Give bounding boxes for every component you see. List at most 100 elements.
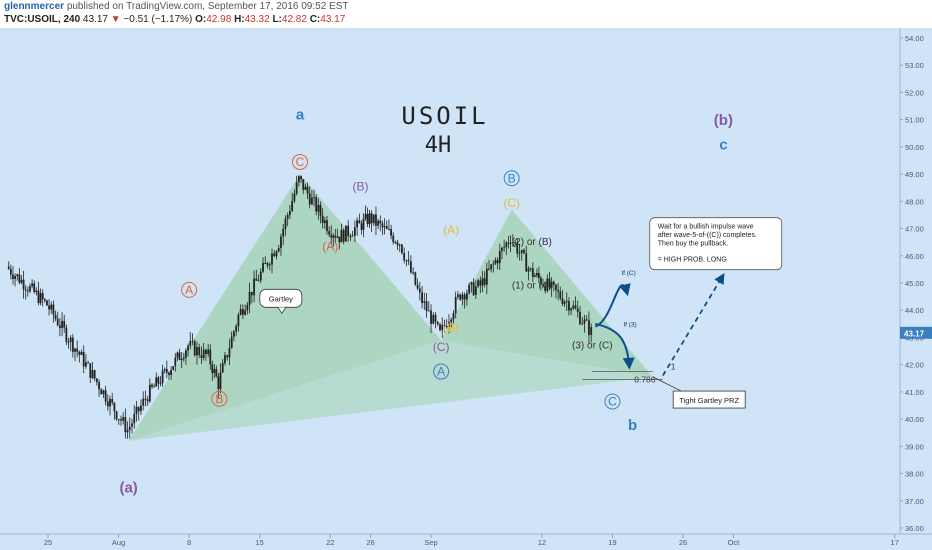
time-tick-label: Aug — [112, 538, 125, 547]
gartley-triangle-xbd — [128, 340, 653, 441]
candle-body — [330, 234, 333, 238]
candle-body — [58, 325, 61, 329]
candle-body — [43, 299, 46, 301]
wave-label: (1) or (A) — [512, 280, 552, 291]
close-label: C: — [309, 14, 321, 25]
time-tick-label: 19 — [608, 538, 616, 547]
candle-body — [555, 284, 557, 290]
time-tick-label: 26 — [366, 538, 374, 547]
candle-body — [321, 215, 324, 223]
wave-label: A — [437, 365, 445, 379]
candle-body — [24, 289, 27, 291]
candle-body — [255, 278, 258, 281]
candle-body — [46, 300, 48, 306]
candle-body — [291, 201, 294, 212]
candle-body — [117, 419, 120, 421]
wave-label-circle — [211, 390, 228, 407]
candle-body — [56, 318, 59, 326]
candle-body — [356, 220, 359, 228]
candle-body — [525, 253, 528, 272]
price-tick-label: 40.00 — [905, 415, 924, 424]
candle-body — [443, 325, 446, 327]
candle-body — [328, 231, 331, 235]
candle-body — [409, 261, 412, 273]
candle-body — [250, 291, 253, 296]
candle-body — [488, 268, 490, 270]
open-value: 42.98 — [206, 14, 232, 25]
candle-body — [241, 309, 244, 315]
candle-body — [423, 301, 426, 304]
candle-body — [200, 355, 203, 358]
wave-label: (3) or (C) — [572, 340, 613, 351]
price-tick-label: 37.00 — [905, 497, 924, 506]
candle-body — [388, 228, 390, 230]
candle-body — [544, 285, 547, 291]
low-value: 42.82 — [281, 14, 307, 25]
candle-body — [209, 349, 212, 365]
candle-body — [219, 372, 222, 390]
price-tick-label: 46.00 — [905, 252, 924, 261]
candle-body — [205, 349, 207, 355]
symbol-label[interactable]: TVC:USOIL, 240 — [4, 14, 81, 25]
wave-label-circle — [292, 153, 308, 170]
candle-body — [323, 220, 326, 223]
candle-body — [452, 313, 455, 320]
candle-body — [226, 355, 229, 358]
candle-body — [306, 186, 309, 194]
candle-body — [163, 369, 166, 371]
wave-label: B — [508, 171, 516, 185]
candle-body — [503, 247, 506, 249]
candle-body — [297, 176, 300, 183]
candle-body — [142, 398, 145, 406]
wave-label: (2) or (B) — [512, 237, 552, 248]
wave-label: (B) — [443, 321, 459, 335]
annotations: USOIL 4H a (a) A B C (A) (B) (C) A (A) (B) B (C) (2) or… — [119, 102, 783, 497]
candle-body — [360, 223, 363, 230]
candle-body — [264, 262, 267, 264]
candle-body — [217, 376, 220, 390]
candle-body — [193, 341, 196, 356]
candle-body — [140, 405, 142, 412]
candle-body — [481, 278, 484, 286]
candle-body — [317, 204, 320, 212]
candle-body — [7, 266, 10, 269]
candle-body — [12, 274, 14, 279]
candle-body — [246, 304, 249, 311]
candle-body — [552, 281, 555, 285]
candle-body — [275, 251, 278, 257]
wave-label-circle — [604, 393, 621, 410]
candle-body — [273, 253, 276, 257]
candle-body — [293, 193, 296, 202]
price-tick-label: 36.00 — [905, 524, 924, 533]
candle-body — [131, 423, 133, 427]
candle-body — [259, 271, 262, 281]
candle-body — [148, 384, 151, 402]
candle-body — [63, 320, 66, 328]
author-link[interactable]: glennmercer — [4, 1, 65, 12]
candle-body — [304, 186, 307, 190]
candle-body — [67, 341, 70, 343]
candle-body — [182, 357, 185, 359]
candle-body — [120, 419, 122, 421]
candle-body — [29, 286, 31, 292]
wave-label-circle — [181, 281, 198, 298]
plot-background — [0, 28, 932, 550]
time-tick-label: 22 — [326, 538, 334, 547]
candle-body — [196, 347, 198, 356]
candle-body — [224, 355, 226, 364]
candle-body — [479, 280, 482, 286]
down-arrow-icon: ▼ — [110, 14, 121, 25]
candle-body — [385, 226, 388, 229]
candle-body — [563, 301, 566, 304]
candle-body — [383, 226, 386, 228]
change-value: −0.51 (−1.17%) — [123, 14, 193, 25]
candle-body — [50, 304, 53, 310]
wave-label: (b) — [714, 112, 733, 129]
candle-body — [65, 327, 68, 342]
last-price-label: 43.17 — [904, 329, 925, 338]
candle-body — [33, 283, 36, 293]
candle-body — [430, 310, 432, 324]
wave-label: (B) — [352, 179, 368, 193]
candle-body — [448, 322, 450, 328]
price-chart[interactable]: USOIL 4H a (a) A B C (A) (B) (C) A (A) (B) B (C) (2) or… — [0, 28, 932, 550]
